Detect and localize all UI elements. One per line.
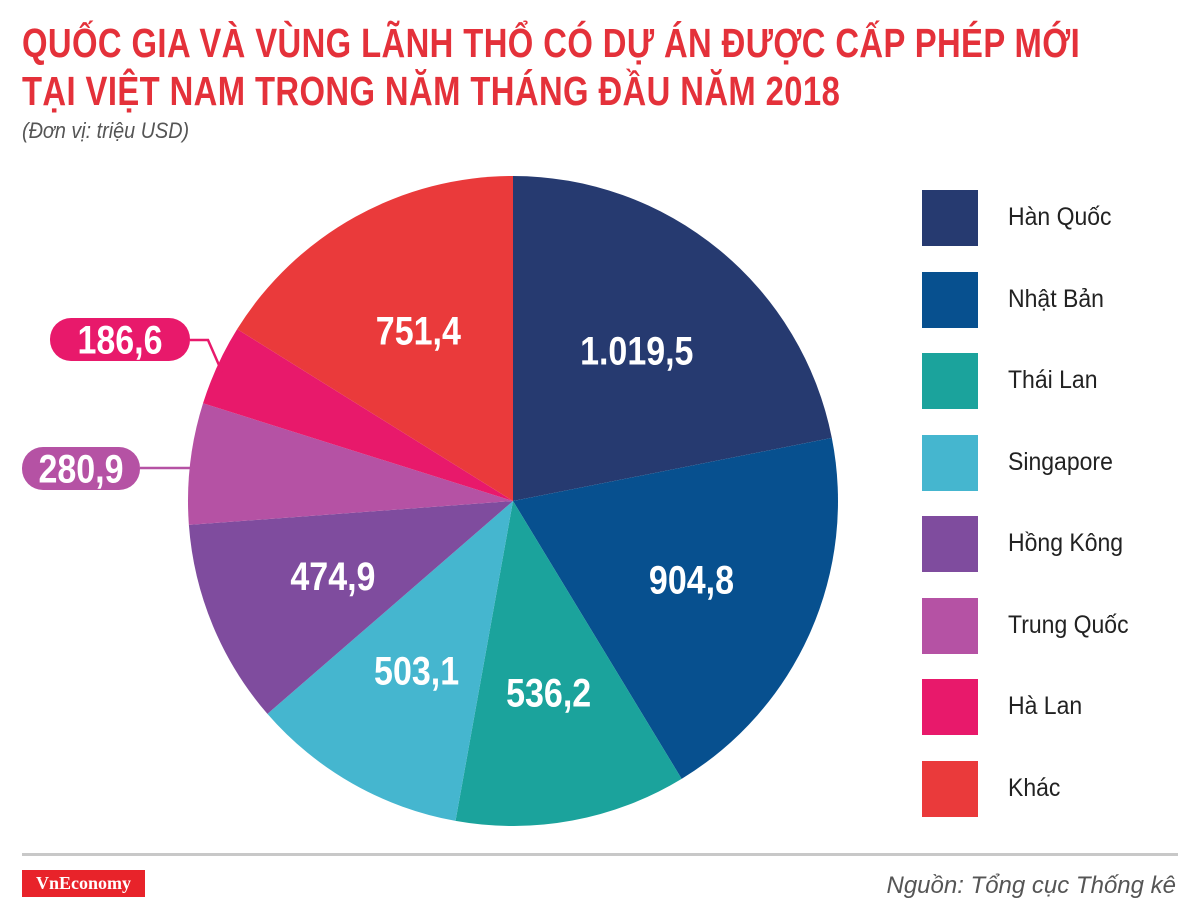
vneconomy-logo: VnEconomy [22, 870, 145, 897]
legend-item: Singapore [922, 434, 1192, 491]
legend-label: Hàn Quốc [1008, 203, 1112, 231]
source-note: Nguồn: Tổng cục Thống kê [886, 872, 1176, 899]
legend-label: Thái Lan [1008, 366, 1098, 394]
legend-label: Singapore [1008, 447, 1113, 476]
legend-item: Khác [922, 760, 1192, 817]
pie-slice-1 [513, 437, 838, 779]
data-label: 904,8 [649, 557, 734, 602]
legend-label: Khác [1008, 773, 1061, 802]
legend-label: Nhật Bản [1008, 284, 1104, 313]
pie-slice-2 [455, 501, 682, 826]
pie-slice-5 [188, 403, 513, 525]
data-label: 186,6 [77, 317, 162, 362]
pie-slice-3 [267, 501, 513, 821]
legend-swatch [922, 597, 978, 654]
pie-slice-0 [513, 176, 832, 501]
legend-item: Hồng Kông [922, 516, 1192, 572]
data-label: 280,9 [38, 446, 123, 491]
pie-slice-7 [237, 176, 513, 501]
legend-label: Trung Quốc [1008, 610, 1129, 639]
legend-item: Hàn Quốc [922, 190, 1192, 246]
legend-item: Trung Quốc [922, 597, 1192, 654]
data-label: 1.019,5 [580, 328, 693, 373]
legend-swatch [922, 271, 978, 328]
pie-slice-6 [203, 329, 513, 501]
callout-badge-6 [50, 318, 190, 361]
data-label: 536,2 [506, 670, 591, 715]
legend-swatch [922, 516, 978, 572]
data-label: 751,4 [376, 308, 461, 353]
legend-item: Nhật Bản [922, 271, 1192, 328]
chart-title-line2: TẠI VIỆT NAM TRONG NĂM THÁNG ĐẦU NĂM 201… [22, 68, 841, 114]
legend-swatch [922, 760, 978, 817]
legend-label: Hồng Kông [1008, 529, 1124, 557]
divider [22, 853, 1178, 856]
legend-swatch [922, 679, 978, 735]
unit-note: (Đơn vị: triệu USD) [22, 118, 190, 143]
chart-title-line1: QUỐC GIA VÀ VÙNG LÃNH THỔ CÓ DỰ ÁN ĐƯỢC … [22, 20, 1081, 66]
data-label: 503,1 [374, 648, 459, 693]
legend-label: Hà Lan [1008, 692, 1083, 720]
pie-slice-4 [188, 501, 513, 714]
legend-swatch [922, 353, 978, 409]
callout-line-6 [190, 338, 224, 373]
legend-item: Hà Lan [922, 679, 1192, 735]
legend-swatch [922, 190, 978, 246]
legend-item: Thái Lan [922, 353, 1192, 409]
callout-badge-5 [22, 447, 140, 490]
legend-swatch [922, 434, 978, 491]
data-label: 474,9 [290, 553, 375, 598]
